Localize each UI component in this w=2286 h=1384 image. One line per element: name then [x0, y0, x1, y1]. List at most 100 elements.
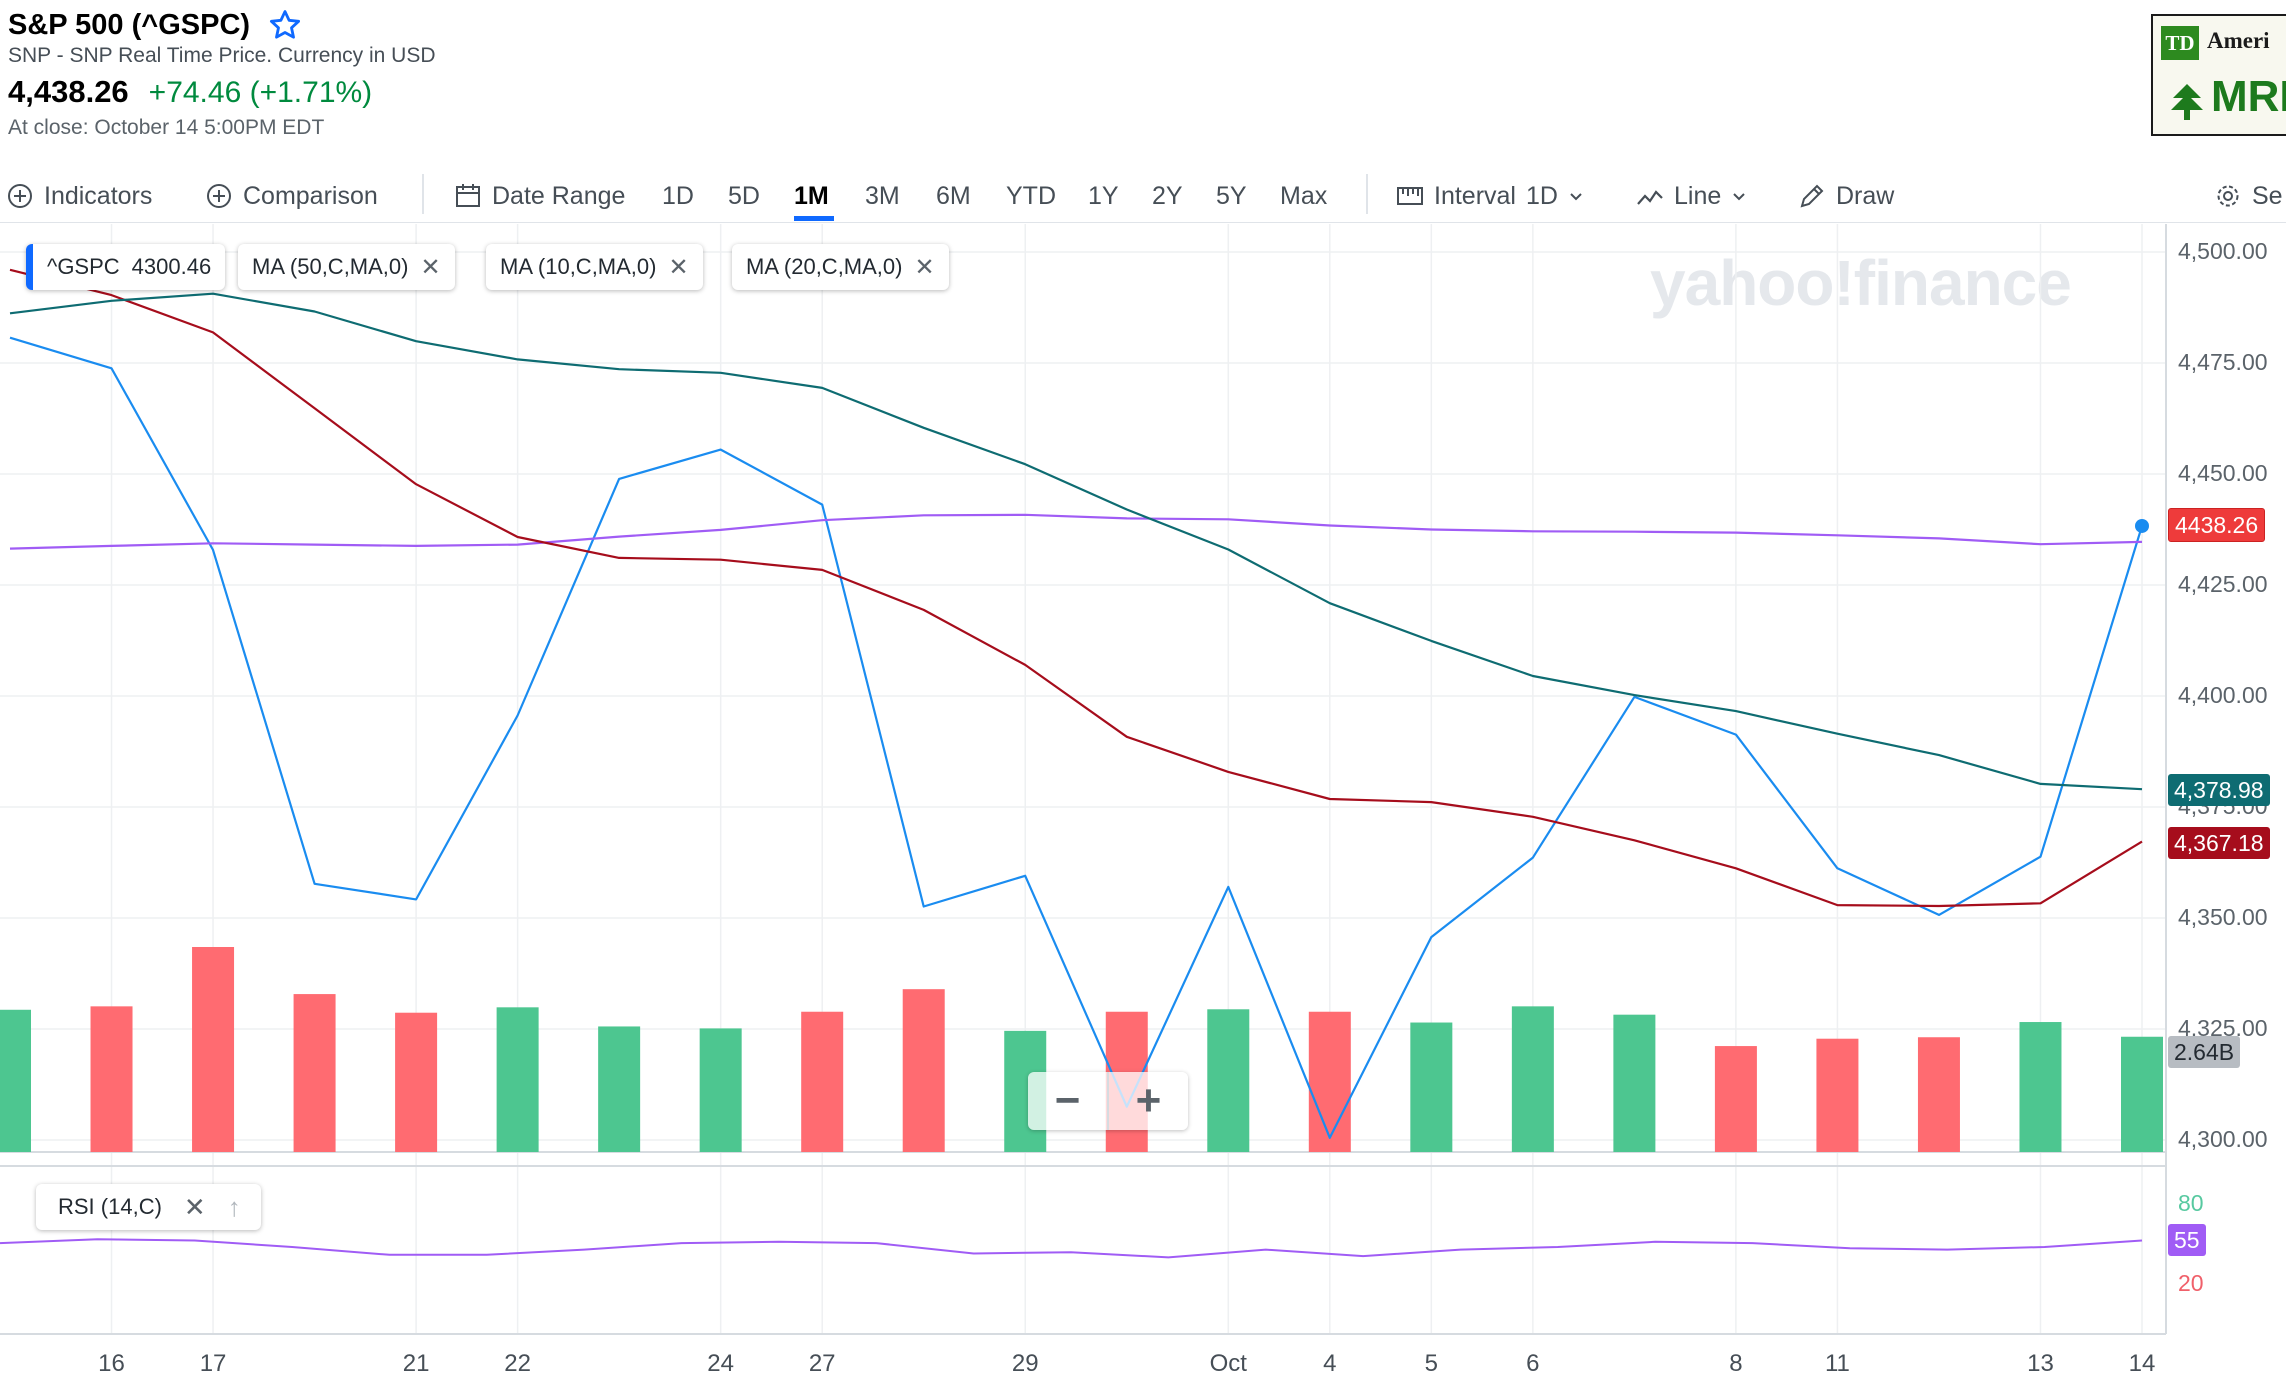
- range-1y[interactable]: 1Y: [1088, 181, 1119, 210]
- zoom-divider: [1107, 1072, 1109, 1130]
- calendar-icon: [456, 184, 480, 207]
- ma20-tag: 4,378.98: [2168, 774, 2270, 806]
- volume-bar: [192, 947, 235, 1152]
- range-max[interactable]: Max: [1280, 181, 1328, 210]
- volume-bar: [801, 1011, 844, 1152]
- last-price-dot: [2135, 518, 2149, 533]
- range-1d[interactable]: 1D: [662, 181, 694, 210]
- rsi-tag: 55: [2168, 1224, 2206, 1256]
- volume-bar: [90, 1006, 133, 1152]
- active-range-indicator: [794, 216, 834, 221]
- price-row: 4,438.26 +74.46 (+1.71%): [8, 74, 372, 110]
- toolbar-border: [0, 222, 2286, 223]
- star-icon[interactable]: [268, 8, 302, 42]
- settings-button[interactable]: Se: [2214, 178, 2283, 214]
- legend-ma50[interactable]: MA (50,C,MA,0) ✕: [238, 244, 455, 290]
- plus-circle-icon: [8, 184, 32, 208]
- y-tick-label: 4,500.00: [2178, 238, 2268, 264]
- tree-icon: [2171, 84, 2203, 120]
- interval-value: 1D: [1525, 181, 1558, 210]
- legend-symbol[interactable]: ^GSPC 4300.46: [26, 244, 226, 290]
- comparison-button[interactable]: Comparison: [205, 178, 378, 214]
- range-2y[interactable]: 2Y: [1152, 181, 1183, 210]
- volume-bar: [293, 994, 336, 1152]
- legend-symbol-value: 4300.46: [131, 254, 212, 279]
- price-line: [9, 336, 2144, 1139]
- x-tick-label: 22: [504, 1350, 531, 1377]
- chart-type-label: Line: [1674, 181, 1722, 210]
- pencil-icon: [1800, 184, 1824, 208]
- rsi-level-low: 20: [2178, 1270, 2204, 1296]
- arrow-up-icon[interactable]: ↑: [227, 1191, 241, 1222]
- yahoo-finance-watermark: yahoo!finance: [1650, 247, 2072, 319]
- legend-ma10[interactable]: MA (10,C,MA,0) ✕: [486, 244, 703, 290]
- plus-circle-icon: [207, 184, 231, 208]
- date-range-button[interactable]: Date Range: [454, 178, 625, 214]
- x-tick-label: Oct: [1209, 1350, 1247, 1377]
- chevron-down-icon: [1570, 193, 1582, 201]
- x-tick-label: 6: [1526, 1350, 1540, 1377]
- x-tick-label: 4: [1323, 1350, 1337, 1377]
- close-icon[interactable]: ✕: [914, 253, 935, 281]
- close-icon[interactable]: ✕: [668, 253, 689, 281]
- range-ytd[interactable]: YTD: [1006, 181, 1056, 210]
- ma10-tag: 4,367.18: [2168, 827, 2270, 859]
- x-tick-label: 16: [98, 1350, 125, 1377]
- volume-bar: [902, 989, 945, 1152]
- indicators-button[interactable]: Indicators: [6, 178, 152, 214]
- interval-label: Interval: [1434, 181, 1516, 210]
- volume-bar: [1207, 1009, 1250, 1152]
- volume-bar: [0, 1009, 31, 1152]
- legend-ma10-label: MA (10,C,MA,0): [500, 254, 657, 279]
- volume-bar: [598, 1026, 641, 1152]
- volume-bar: [1714, 1046, 1757, 1152]
- price-chart[interactable]: [0, 224, 2286, 1384]
- rsi-legend[interactable]: RSI (14,C) ✕ ↑: [36, 1184, 261, 1230]
- y-tick-label: 4,350.00: [2178, 904, 2268, 930]
- range-1m[interactable]: 1M: [794, 181, 829, 210]
- settings-label: Se: [2252, 181, 2283, 210]
- zoom-in-button[interactable]: +: [1135, 1076, 1162, 1125]
- zoom-controls: − +: [1028, 1072, 1188, 1130]
- volume-bar: [496, 1007, 539, 1152]
- legend-ma20-label: MA (20,C,MA,0): [746, 254, 903, 279]
- date-range-label: Date Range: [492, 181, 626, 210]
- volume-bar: [1917, 1037, 1960, 1152]
- zoom-out-button[interactable]: −: [1054, 1076, 1081, 1125]
- interval-dropdown[interactable]: Interval 1D: [1396, 178, 1584, 214]
- chart-toolbar: Indicators Comparison Date Range 1D 5D 1…: [0, 170, 2286, 221]
- current-price: 4,438.26: [8, 74, 129, 109]
- rsi-line: [0, 1238, 2143, 1259]
- range-5d[interactable]: 5D: [728, 181, 760, 210]
- last-price-tag: 4438.26: [2168, 508, 2266, 542]
- close-icon[interactable]: ✕: [420, 253, 441, 281]
- close-icon[interactable]: ✕: [183, 1191, 206, 1222]
- x-tick-label: 11: [1824, 1350, 1850, 1377]
- line-chart-icon: [1637, 190, 1663, 205]
- close-time: At close: October 14 5:00PM EDT: [8, 116, 325, 139]
- x-tick-label: 21: [402, 1350, 430, 1377]
- x-tick-label: 8: [1729, 1350, 1743, 1377]
- volume-tag: 2.64B: [2168, 1036, 2241, 1068]
- volume-bar: [1308, 1011, 1351, 1152]
- range-3m[interactable]: 3M: [865, 181, 900, 210]
- legend-ma20[interactable]: MA (20,C,MA,0) ✕: [732, 244, 949, 290]
- ma10-line: [9, 268, 2143, 908]
- legend-symbol-name: ^GSPC: [47, 254, 120, 279]
- draw-button[interactable]: Draw: [1798, 178, 1894, 214]
- ad-ticker: MRK: [2211, 72, 2286, 121]
- advertisement[interactable]: TD Ameri MRK: [2151, 14, 2286, 136]
- range-6m[interactable]: 6M: [936, 181, 971, 210]
- ad-brand: Ameri: [2207, 28, 2270, 53]
- comparison-label: Comparison: [243, 181, 378, 210]
- x-tick-label: 29: [1011, 1350, 1039, 1377]
- volume-bar: [395, 1012, 438, 1152]
- x-tick-label: 27: [808, 1350, 836, 1377]
- x-tick-label: 5: [1424, 1350, 1439, 1377]
- rsi-label: RSI (14,C): [58, 1194, 162, 1219]
- range-5y[interactable]: 5Y: [1216, 181, 1247, 210]
- volume-bar: [699, 1028, 742, 1152]
- chart-type-dropdown[interactable]: Line: [1636, 178, 1747, 214]
- ma50-line: [9, 513, 2143, 550]
- y-tick-label: 4,425.00: [2178, 571, 2268, 597]
